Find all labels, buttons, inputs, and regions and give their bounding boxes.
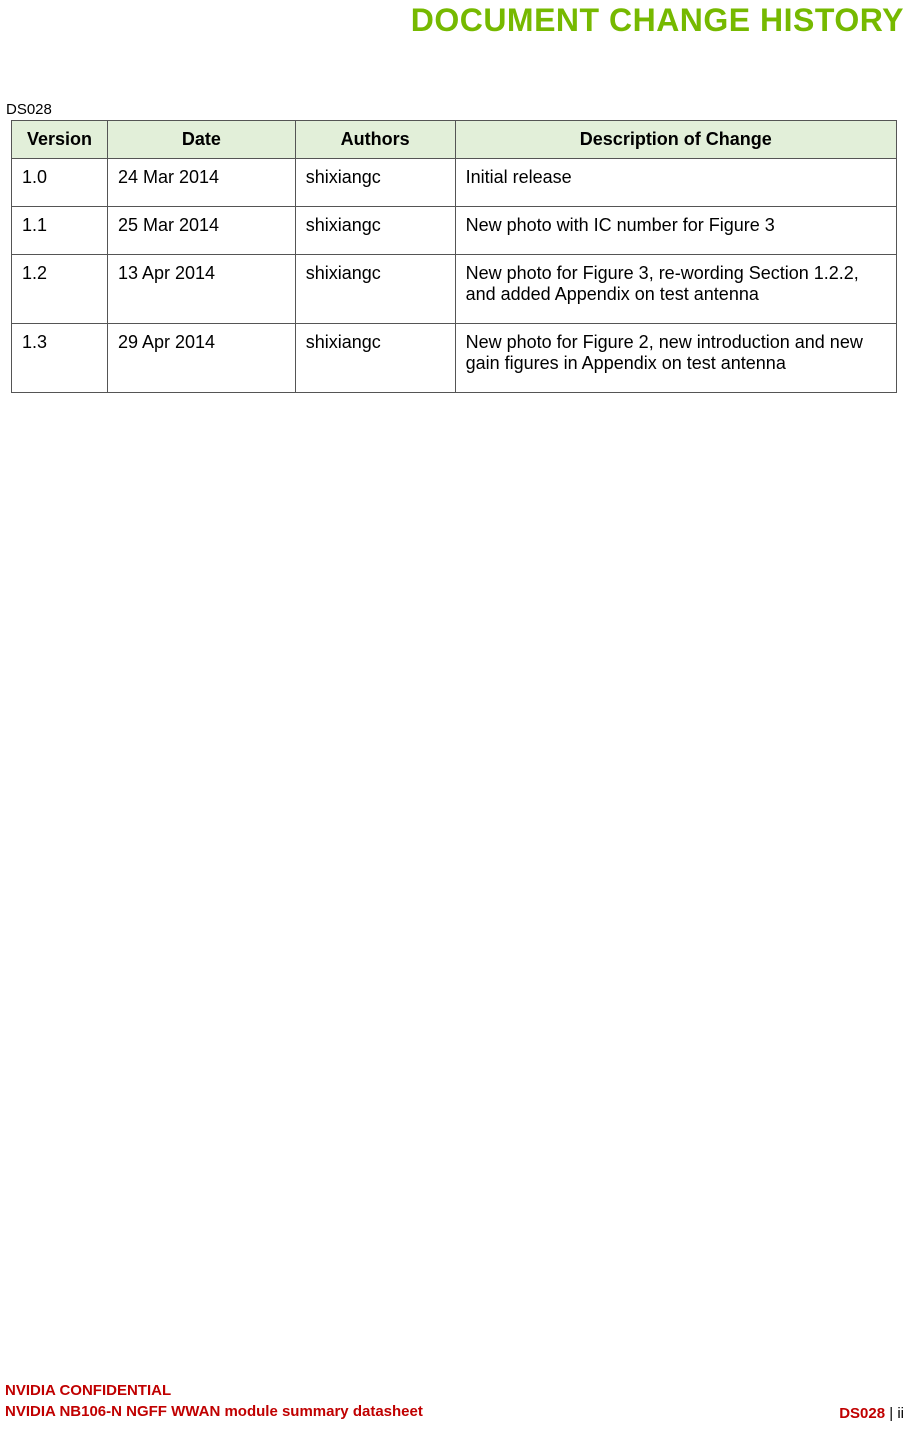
footer-doc-title: NVIDIA NB106-N NGFF WWAN module summary …: [5, 1401, 423, 1422]
footer-right: DS028 | ii: [839, 1405, 904, 1422]
footer-left: NVIDIA CONFIDENTIAL NVIDIA NB106-N NGFF …: [5, 1380, 423, 1422]
cell-authors: shixiangc: [295, 255, 455, 324]
cell-description: New photo with IC number for Figure 3: [455, 207, 896, 255]
table-row: 1.3 29 Apr 2014 shixiangc New photo for …: [12, 324, 897, 393]
cell-date: 13 Apr 2014: [107, 255, 295, 324]
cell-version: 1.3: [12, 324, 108, 393]
footer-ds-code: DS028: [839, 1405, 885, 1422]
table-header-row: Version Date Authors Description of Chan…: [12, 121, 897, 159]
cell-authors: shixiangc: [295, 207, 455, 255]
cell-date: 24 Mar 2014: [107, 159, 295, 207]
col-header-description: Description of Change: [455, 121, 896, 159]
col-header-version: Version: [12, 121, 108, 159]
doc-id-label: DS028: [6, 101, 52, 118]
table-row: 1.2 13 Apr 2014 shixiangc New photo for …: [12, 255, 897, 324]
cell-date: 25 Mar 2014: [107, 207, 295, 255]
table-row: 1.0 24 Mar 2014 shixiangc Initial releas…: [12, 159, 897, 207]
cell-version: 1.1: [12, 207, 108, 255]
col-header-authors: Authors: [295, 121, 455, 159]
footer-page-number: ii: [897, 1405, 904, 1422]
cell-version: 1.2: [12, 255, 108, 324]
col-header-date: Date: [107, 121, 295, 159]
footer-separator: |: [885, 1405, 897, 1422]
cell-version: 1.0: [12, 159, 108, 207]
cell-description: New photo for Figure 2, new introduction…: [455, 324, 896, 393]
table-row: 1.1 25 Mar 2014 shixiangc New photo with…: [12, 207, 897, 255]
cell-date: 29 Apr 2014: [107, 324, 295, 393]
cell-description: Initial release: [455, 159, 896, 207]
change-history-table: Version Date Authors Description of Chan…: [11, 120, 897, 393]
footer-confidential: NVIDIA CONFIDENTIAL: [5, 1380, 423, 1401]
page-title: DOCUMENT CHANGE HISTORY: [411, 2, 904, 39]
cell-description: New photo for Figure 3, re-wording Secti…: [455, 255, 896, 324]
cell-authors: shixiangc: [295, 324, 455, 393]
page-footer: NVIDIA CONFIDENTIAL NVIDIA NB106-N NGFF …: [5, 1380, 904, 1422]
cell-authors: shixiangc: [295, 159, 455, 207]
